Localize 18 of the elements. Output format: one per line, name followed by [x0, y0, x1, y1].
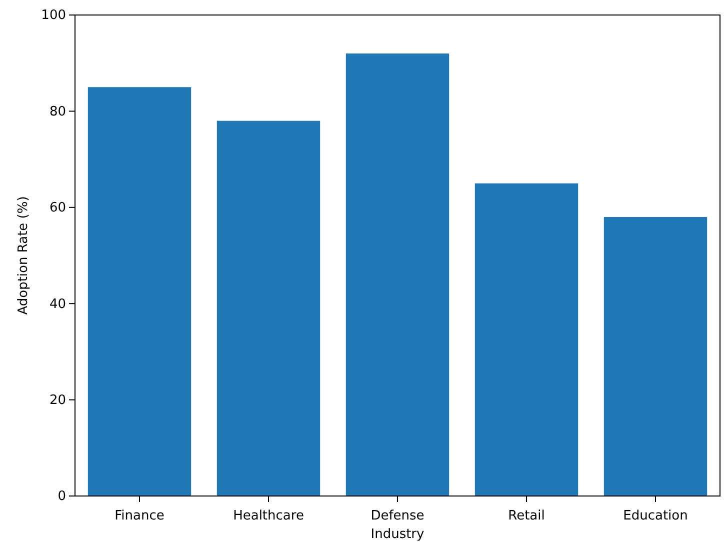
y-tick-label: 0 — [58, 489, 66, 504]
y-axis-title: Adoption Rate (%) — [16, 196, 31, 315]
bar — [604, 217, 708, 496]
bar — [474, 183, 578, 496]
x-tick-label: Finance — [114, 508, 164, 524]
x-tick-label: Education — [623, 508, 688, 524]
x-axis-title: Industry — [370, 527, 425, 542]
y-tick-label: 60 — [49, 200, 66, 216]
bar — [346, 53, 450, 496]
x-tick-label: Healthcare — [233, 508, 304, 524]
x-tick-label: Retail — [508, 508, 545, 524]
y-tick-label: 20 — [49, 392, 66, 408]
y-tick-label: 100 — [41, 8, 66, 24]
x-tick-label: Defense — [370, 508, 424, 524]
y-tick-label: 80 — [49, 104, 66, 120]
bar — [88, 87, 192, 496]
y-tick-label: 40 — [49, 296, 66, 312]
bar — [216, 120, 320, 496]
